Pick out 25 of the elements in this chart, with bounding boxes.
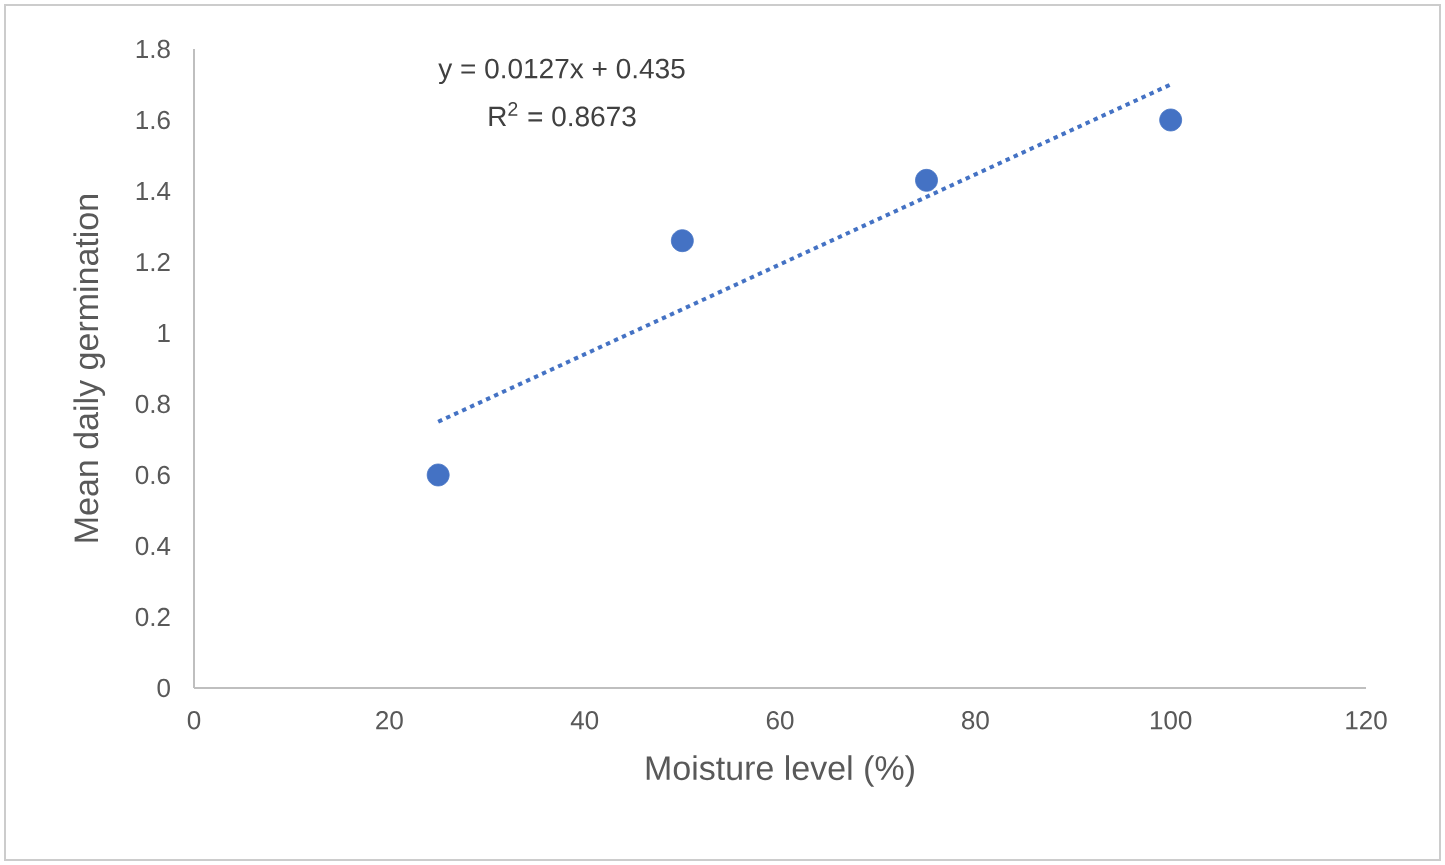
annotation: R$^{2}$ = 0.8673 [489,101,636,127]
y-tick-label: 0 [157,678,170,698]
y-tick-label: 0.2 [135,607,170,627]
y-tick-label: 1 [158,324,170,342]
x-tick-label: 120 [1346,711,1387,730]
point [915,168,938,192]
x-tick-label: 20 [376,711,403,730]
y-tick-label: 0.8 [135,394,170,414]
x-tick-label: 80 [962,711,989,730]
y-tick-label: 0.4 [135,536,171,556]
y-axis-title: Mean daily germination [73,195,106,542]
point [1159,108,1183,132]
x-tick-label: 100 [1150,711,1192,730]
x-axis-title: Moisture level (%) [646,755,914,787]
annotation: y = 0.0127x + 0.435 [438,58,685,85]
y-tick-label: 1.2 [136,252,170,272]
y-tick-label: 0.6 [135,465,170,485]
x-tick-label: 60 [766,711,794,730]
y-tick-label: 1.4 [136,182,171,200]
y-tick-label: 1.6 [136,110,170,130]
point [426,463,450,487]
x-tick-label: 0 [187,711,201,730]
x-tick-label: 40 [570,711,599,730]
point [670,229,694,253]
y-tick-label: 1.8 [136,39,170,59]
